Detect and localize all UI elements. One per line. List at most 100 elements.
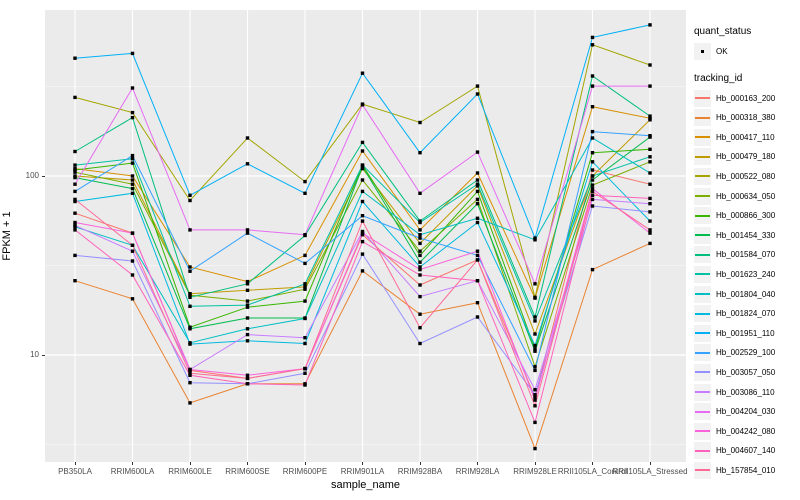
- legend-item-label: Hb_001584_070: [716, 250, 776, 260]
- legend-line-key: [694, 226, 711, 244]
- legend-item-Hb_003057_050: Hb_003057_050: [694, 363, 798, 381]
- data-point: [73, 149, 77, 154]
- data-point: [130, 191, 135, 195]
- data-point: [648, 182, 652, 186]
- data-point: [648, 196, 652, 201]
- line-swatch-icon: [695, 351, 710, 354]
- data-point: [648, 241, 652, 246]
- line-swatch-icon: [695, 391, 710, 393]
- data-point: [590, 84, 595, 88]
- data-point: [245, 316, 250, 320]
- data-point: [73, 170, 77, 174]
- data-point: [648, 219, 652, 223]
- data-point: [475, 92, 480, 96]
- legend-item-Hb_000866_300: Hb_000866_300: [694, 207, 798, 225]
- data-point: [418, 326, 422, 330]
- legend-item-Hb_000417_110: Hb_000417_110: [694, 128, 798, 146]
- x-tick-label: RRIM928LE: [513, 467, 557, 476]
- data-point: [418, 294, 422, 299]
- data-point: [73, 228, 77, 232]
- data-point: [360, 214, 365, 218]
- x-axis-title: sample_name: [330, 479, 401, 491]
- legend-item-label: Hb_000522_080: [716, 171, 776, 181]
- data-point: [590, 105, 595, 109]
- data-point: [475, 150, 480, 154]
- x-tick-mark: [419, 462, 421, 465]
- legend-item-Hb_003086_110: Hb_003086_110: [694, 383, 798, 401]
- x-tick-mark: [362, 462, 363, 465]
- data-point: [73, 175, 77, 180]
- data-point: [590, 204, 595, 208]
- data-point: [73, 189, 77, 194]
- data-point: [533, 395, 537, 399]
- x-tick-mark: [132, 462, 133, 465]
- legend-item-Hb_001824_070: Hb_001824_070: [694, 305, 798, 323]
- data-point: [590, 74, 595, 78]
- legend-item-Hb_004242_080: Hb_004242_080: [694, 422, 798, 440]
- data-point: [590, 193, 595, 197]
- line-swatch-icon: [695, 469, 710, 472]
- data-point: [360, 231, 365, 235]
- legend-line-key: [694, 187, 711, 205]
- legend-item-label: Hb_000866_300: [716, 211, 776, 221]
- data-point: [418, 241, 422, 246]
- y-tick-label: 100: [25, 171, 39, 180]
- legend-line-key: [694, 148, 711, 166]
- data-point: [418, 228, 422, 232]
- line-swatch-icon: [695, 195, 710, 198]
- data-point: [533, 332, 537, 336]
- data-point: [130, 86, 135, 90]
- data-point: [590, 267, 595, 272]
- legend-line-key: [694, 442, 711, 460]
- data-point: [418, 120, 422, 125]
- data-point: [245, 228, 250, 232]
- data-point: [130, 161, 135, 165]
- data-point: [188, 327, 192, 331]
- data-point: [245, 305, 250, 309]
- data-point: [73, 95, 77, 100]
- data-point: [188, 269, 192, 273]
- data-point: [303, 316, 307, 321]
- data-point: [188, 373, 192, 377]
- data-point: [245, 162, 250, 166]
- legend-item-ok: OK: [694, 43, 798, 60]
- legend-item-label: Hb_157854_010: [716, 465, 776, 475]
- legend-item-label: Hb_001824_070: [716, 309, 776, 319]
- legend-line-key: [694, 344, 711, 362]
- legend-item-label: Hb_003086_110: [716, 387, 775, 397]
- data-point: [590, 136, 595, 140]
- data-point: [130, 186, 135, 191]
- legend-item-label: Hb_001951_110: [716, 328, 775, 338]
- y-tick-mark: [42, 175, 45, 177]
- data-point: [590, 186, 595, 191]
- data-point: [130, 231, 135, 235]
- legend-item-label: OK: [716, 47, 728, 56]
- data-point: [73, 197, 77, 202]
- legend-gap: [694, 63, 798, 73]
- data-point: [245, 282, 250, 286]
- x-tick-label: RRIM600LE: [168, 467, 212, 476]
- data-point: [533, 319, 537, 323]
- data-point: [303, 261, 307, 266]
- data-point: [188, 193, 192, 197]
- legend-item-label: Hb_000318_380: [716, 113, 776, 123]
- data-point: [533, 446, 537, 451]
- data-point: [73, 56, 77, 60]
- line-swatch-icon: [695, 97, 710, 100]
- data-point: [303, 282, 307, 286]
- data-point: [73, 163, 77, 167]
- data-point: [360, 269, 365, 273]
- data-point: [533, 282, 537, 286]
- data-point: [475, 178, 480, 182]
- x-tick-mark: [649, 462, 651, 465]
- data-point: [360, 239, 365, 244]
- data-point: [418, 191, 422, 195]
- x-tick-label: RRIM928BA: [397, 467, 443, 476]
- legend-item-label: Hb_000634_050: [716, 191, 776, 201]
- data-point: [73, 253, 77, 258]
- legend-item-Hb_157854_010: Hb_157854_010: [694, 461, 798, 479]
- data-point: [475, 202, 480, 206]
- data-point: [590, 183, 595, 187]
- plot-canvas: [45, 10, 686, 462]
- data-point: [303, 366, 307, 371]
